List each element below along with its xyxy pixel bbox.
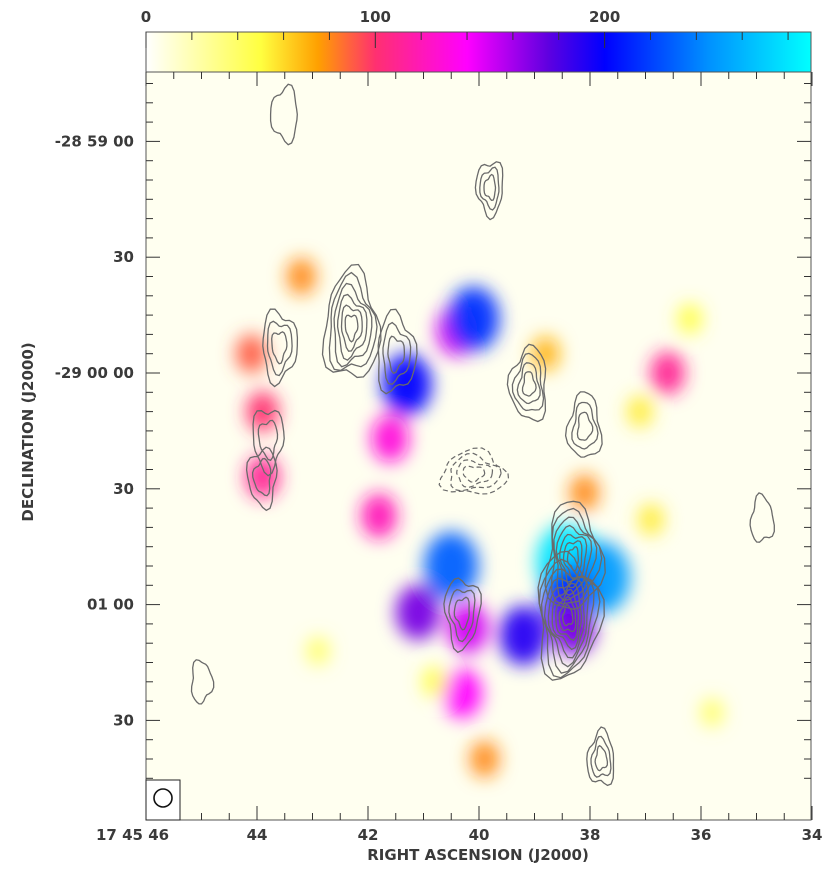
contour-line xyxy=(453,596,470,631)
contour-line xyxy=(474,161,504,221)
colorbar-tick-label: 100 xyxy=(360,8,391,26)
contour-line xyxy=(387,335,406,374)
colorbar: 0 100 200 xyxy=(141,8,812,73)
contour-line xyxy=(558,595,577,633)
beam-box xyxy=(145,779,181,821)
colorbar-tick-label: 200 xyxy=(589,8,620,26)
x-tick-label: 36 xyxy=(691,826,712,844)
colorbar-gradient xyxy=(145,31,812,73)
contour-line xyxy=(547,577,585,659)
contour-line xyxy=(562,603,574,627)
contour-line xyxy=(555,588,580,641)
emission-blob xyxy=(442,668,483,718)
emission-blob xyxy=(569,474,600,511)
contour-line xyxy=(551,507,603,605)
contour-line xyxy=(516,362,541,405)
contour-line xyxy=(251,457,272,497)
negative-contour-line xyxy=(438,447,510,495)
y-tick-label: 01 00 xyxy=(87,596,134,614)
y-axis-ticks xyxy=(146,83,811,779)
contour-line xyxy=(190,659,215,705)
contour-line xyxy=(269,83,298,146)
contour-line xyxy=(749,492,775,543)
contour-line xyxy=(564,391,603,458)
emission-blob xyxy=(469,740,500,778)
emission-blob xyxy=(422,666,447,698)
contour-line xyxy=(443,577,482,654)
contour-line xyxy=(336,293,368,361)
colorbar-tick-labels: 0 100 200 xyxy=(141,8,620,26)
contour-line xyxy=(271,331,288,365)
emission-blob xyxy=(235,334,267,374)
emission-blob xyxy=(627,395,653,428)
contour-line xyxy=(321,263,382,379)
contour-line xyxy=(571,401,599,450)
x-tick-label: 44 xyxy=(247,826,268,844)
contour-line xyxy=(594,744,609,772)
emission-blob xyxy=(306,636,330,666)
negative-contour-line xyxy=(456,459,494,489)
y-axis-tick-labels: -28 59 00 30 -29 00 00 30 01 00 30 xyxy=(55,132,134,729)
contour-line xyxy=(377,308,418,395)
contour-line xyxy=(328,271,378,372)
contour-line xyxy=(586,726,615,787)
contour-line xyxy=(245,446,278,512)
contour-line xyxy=(555,524,593,596)
emission-blob xyxy=(677,303,703,335)
x-axis-tick-labels: 17 45 46 44 42 40 38 36 34 xyxy=(96,826,822,844)
contour-line xyxy=(559,533,588,589)
contour-line xyxy=(506,343,547,423)
emission-blob xyxy=(286,258,317,295)
emission-blob xyxy=(499,605,548,666)
contour-line xyxy=(590,735,612,778)
y-tick-label: 30 xyxy=(113,480,134,498)
y-tick-label: 30 xyxy=(113,711,134,729)
contour-line xyxy=(576,411,594,441)
contour-line xyxy=(479,166,500,211)
emission-blob xyxy=(371,415,410,463)
contour-line xyxy=(566,545,579,572)
x-tick-label: 38 xyxy=(580,826,601,844)
emission-blob xyxy=(395,584,441,641)
plot-area xyxy=(145,71,813,821)
y-tick-label: -29 00 00 xyxy=(55,364,134,382)
contour-line xyxy=(340,304,363,352)
x-tick-label: 17 45 46 xyxy=(96,826,169,844)
contour-line xyxy=(543,576,590,668)
colorbar-tick-label: 0 xyxy=(141,8,151,26)
contour-line xyxy=(511,352,545,412)
emission-blob xyxy=(361,493,398,539)
contour-line xyxy=(262,308,299,388)
contour-line xyxy=(551,582,583,651)
beam-marker xyxy=(145,779,181,821)
beam-ellipse xyxy=(153,788,173,808)
contour-layer xyxy=(190,83,775,787)
contour-line xyxy=(562,540,583,581)
emission-blob xyxy=(245,455,280,499)
emission-blob xyxy=(424,532,479,600)
contour-line xyxy=(448,588,476,643)
contour-line xyxy=(521,371,537,397)
contour-line xyxy=(483,173,497,201)
contour-line xyxy=(382,321,412,385)
x-tick-label: 42 xyxy=(358,826,379,844)
contour-line xyxy=(344,314,359,343)
emission-blob xyxy=(638,503,664,536)
emission-blob xyxy=(700,698,724,727)
emission-blob xyxy=(650,351,685,395)
y-axis-title: DECLINATION (J2000) xyxy=(19,342,37,521)
negative-contour-line xyxy=(462,465,486,483)
y-tick-label: -28 59 00 xyxy=(55,132,134,150)
colorbar-ticks xyxy=(145,32,789,48)
contour-line xyxy=(333,282,373,368)
contour-line xyxy=(252,409,285,477)
x-axis-title: RIGHT ASCENSION (J2000) xyxy=(367,846,589,864)
contour-line xyxy=(266,320,293,377)
contour-line xyxy=(544,500,606,610)
y-tick-label: 30 xyxy=(113,248,134,266)
x-tick-label: 40 xyxy=(469,826,490,844)
x-tick-label: 34 xyxy=(802,826,823,844)
emission-blob xyxy=(447,286,500,352)
